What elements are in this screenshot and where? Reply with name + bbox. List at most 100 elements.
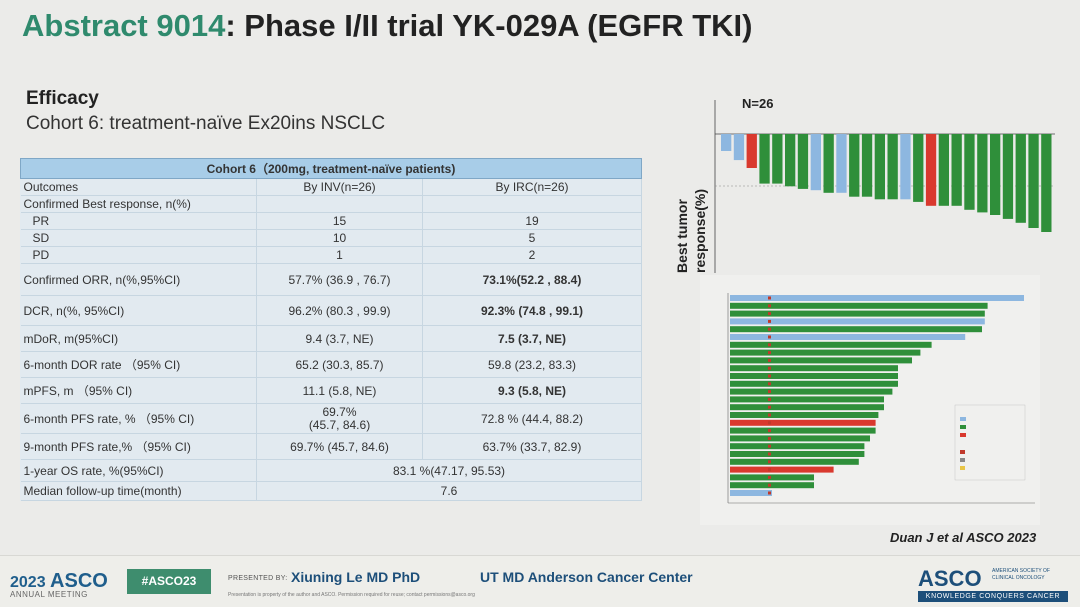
swimmer-legend: [954, 404, 1026, 481]
legend-pd-swatch: [960, 433, 966, 437]
swimmer-bar: [730, 365, 898, 372]
row-irc: 5: [422, 229, 642, 247]
waterfall-bar: [823, 134, 834, 193]
legend-marker-1: [960, 450, 965, 454]
waterfall-bar: [772, 134, 783, 184]
footer-asco-logo: ASCO: [918, 566, 982, 591]
waterfall-bar: [977, 134, 988, 213]
footer-presenter: Xiuning Le MD PhD: [291, 569, 421, 585]
row-irc: 9.3 (5.8, NE): [422, 377, 642, 404]
legend-sd-swatch: [960, 417, 966, 421]
swimmer-response-marker: [768, 358, 771, 362]
table-row: Median follow-up time(month) 7.6: [20, 481, 642, 501]
footer-institution: UT MD Anderson Cancer Center: [480, 569, 693, 585]
title-abstract-number: Abstract 9014: [22, 8, 226, 43]
swimmer-response-marker: [768, 351, 771, 355]
legend-pr-swatch: [960, 425, 966, 429]
row-label: mDoR, m(95%CI): [20, 325, 257, 352]
waterfall-bar: [951, 134, 962, 206]
swimmer-bar: [730, 474, 814, 481]
swimmer-response-marker: [768, 304, 771, 308]
table-row: mDoR, m(95%CI) 9.4 (3.7, NE) 7.5 (3.7, N…: [20, 325, 642, 352]
swimmer-response-marker: [768, 405, 771, 409]
footer-year: 2023: [10, 574, 46, 591]
swimmer-bar: [730, 357, 912, 364]
row-label: Confirmed ORR, n(%,95%CI): [20, 263, 257, 296]
row-inv: 69.7% (45.7, 84.6): [256, 433, 423, 460]
title-trial-name: : Phase I/II trial YK-029A (EGFR TKI): [225, 8, 753, 43]
legend-marker-3: [960, 466, 965, 470]
table-row: PR 15 19: [20, 212, 642, 230]
footer: 2023 ASCO ANNUAL MEETING #ASCO23 PRESENT…: [0, 555, 1080, 607]
swimmer-response-marker: [768, 397, 771, 401]
swimmer-bar: [730, 295, 1024, 301]
row-inv: 15: [256, 212, 423, 230]
waterfall-bar: [861, 134, 873, 197]
row-inv: 69.7% (45.7, 84.6): [256, 403, 423, 434]
waterfall-bar: [964, 134, 975, 210]
waterfall-bar: [746, 134, 757, 168]
swimmer-bar: [730, 349, 921, 356]
row-irc: 2: [422, 246, 642, 264]
swimmer-response-marker: [768, 366, 771, 370]
swimmer-bar: [730, 373, 898, 379]
swimmer-response-marker: [768, 436, 771, 440]
footer-asco: ASCO: [50, 570, 108, 592]
row-irc: 7.5 (3.7, NE): [422, 325, 642, 352]
citation: Duan J et al ASCO 2023: [890, 530, 1037, 545]
table-row: DCR, n(%, 95%CI) 96.2% (80.3 , 99.9) 92.…: [20, 295, 642, 326]
swimmer-response-marker: [768, 312, 771, 316]
row-label: Median follow-up time(month): [20, 481, 257, 501]
swimmer-response-marker: [768, 452, 771, 456]
swimmer-response-marker: [768, 483, 771, 487]
row-label: SD: [20, 229, 257, 247]
swimmer-bar: [730, 482, 814, 489]
footer-society: AMERICAN SOCIETY OF CLINICAL ONCOLOGY: [992, 568, 1050, 581]
swimmer-response-marker: [768, 460, 771, 464]
table-row: 9-month PFS rate,% （95% CI) 69.7% (45.7,…: [20, 433, 642, 460]
waterfall-bar: [1015, 134, 1026, 223]
waterfall-ylabel-line1: Best tumor: [674, 199, 690, 273]
row-inv: 9.4 (3.7, NE): [256, 325, 423, 352]
swimmer-bar: [730, 404, 884, 411]
table-row: 6-month PFS rate, % （95% CI) 69.7% (45.7,…: [20, 403, 642, 434]
row-label: PR: [20, 212, 257, 230]
footer-annual-meeting: ANNUAL MEETING: [10, 590, 88, 599]
row-inv-line2: (45.7, 84.6): [308, 417, 371, 432]
swimmer-bar: [730, 396, 884, 403]
swimmer-bar: [730, 419, 876, 426]
row-label: 6-month DOR rate （95% CI): [20, 351, 257, 378]
waterfall-bar: [810, 134, 821, 191]
table-row: PD 1 2: [20, 246, 642, 264]
swimmer-response-marker: [768, 343, 771, 347]
swimmer-bar: [730, 412, 879, 418]
swimmer-response-marker: [768, 429, 771, 433]
slide-title: Abstract 9014: Phase I/II trial YK-029A …: [22, 8, 752, 44]
swimmer-plot: [700, 275, 1040, 525]
col-inv: By INV(n=26): [256, 178, 423, 196]
waterfall-bar: [797, 134, 809, 189]
waterfall-bar: [759, 134, 770, 184]
swimmer-response-marker: [768, 374, 771, 378]
swimmer-bar: [730, 380, 898, 387]
cohort-subtitle: Cohort 6: treatment-naïve Ex20ins NSCLC: [26, 113, 386, 134]
swimmer-response-marker: [768, 421, 771, 425]
waterfall-bar: [874, 134, 885, 200]
waterfall-bar: [785, 134, 796, 187]
legend-marker-2: [960, 458, 965, 462]
waterfall-bar: [733, 134, 745, 161]
col-outcomes: Outcomes: [20, 178, 257, 196]
swimmer-bar: [730, 334, 966, 340]
row-irc: 73.1%(52.2 , 88.4): [422, 263, 642, 296]
row-inv: 57.7% (36.9 , 76.7): [256, 263, 423, 296]
row-inv: 11.1 (5.8, NE): [256, 377, 423, 404]
col-irc: By IRC(n=26): [422, 178, 642, 196]
swimmer-bar: [730, 451, 865, 457]
swimmer-response-marker: [768, 491, 771, 495]
footer-disclaimer: Presentation is property of the author a…: [228, 592, 475, 598]
waterfall-bar: [913, 134, 924, 202]
table-row: mPFS, m （95% CI) 11.1 (5.8, NE) 9.3 (5.8…: [20, 377, 642, 404]
row-label: 6-month PFS rate, % （95% CI): [20, 403, 257, 434]
swimmer-bar: [730, 435, 870, 442]
row-label: mPFS, m （95% CI): [20, 377, 257, 404]
